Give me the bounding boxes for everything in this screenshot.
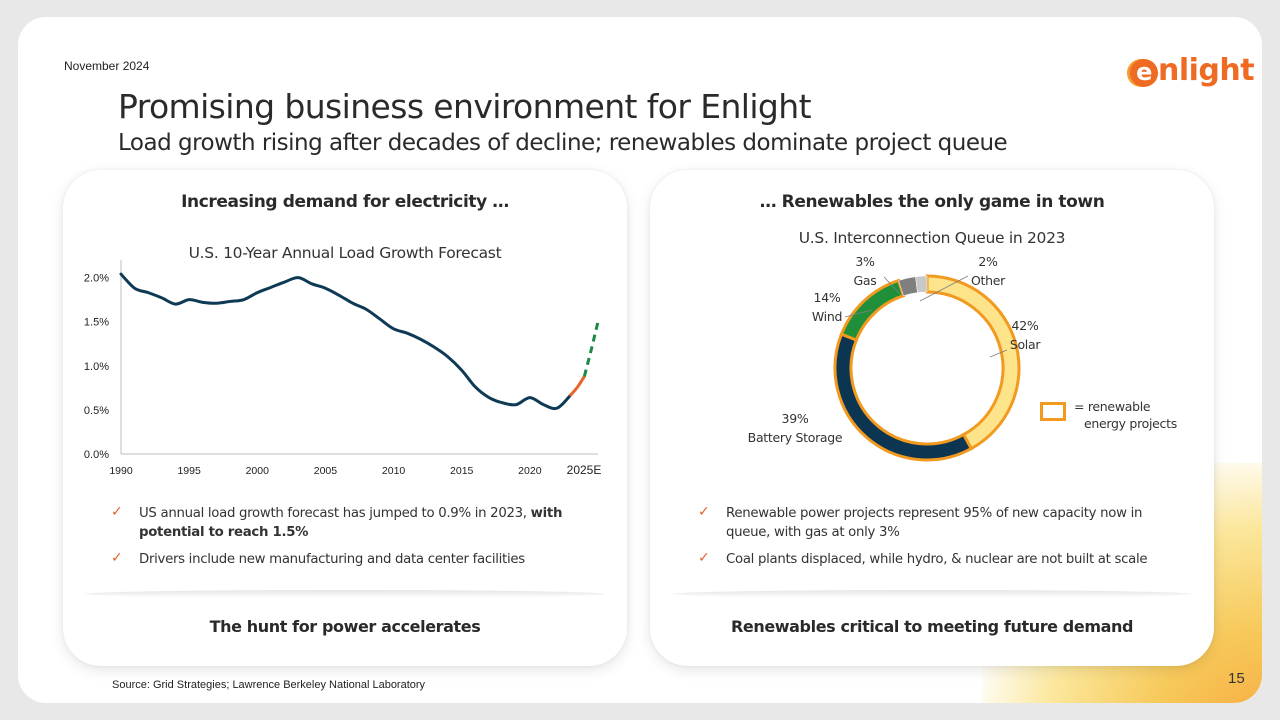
bullet-item: ✓ Coal plants displaced, while hydro, & … (696, 550, 1176, 569)
date-label: November 2024 (64, 59, 150, 73)
legend-line-2: energy projects (1084, 416, 1177, 431)
series-line-potential (582, 321, 600, 377)
renewable-outline-swatch (1040, 402, 1066, 421)
card-divider (672, 590, 1192, 598)
bullet-item: ✓ Drivers include new manufacturing and … (109, 550, 579, 569)
checkmark-icon: ✓ (111, 504, 123, 520)
donut-slice-other (915, 275, 928, 293)
x-tick-label: 2015 (450, 465, 474, 477)
bullet-item: ✓ Renewable power projects represent 95%… (696, 504, 1176, 542)
donut-pct-label: 14% (814, 290, 841, 305)
legend-line-1: = renewable (1074, 399, 1151, 414)
donut-category-label: Battery Storage (748, 430, 843, 445)
logo-text-rest: nlight (1158, 53, 1255, 88)
series-line-historical-forecast (119, 272, 573, 411)
series-line-2023-forecast-jump (569, 374, 586, 397)
x-tick-label: 2020 (518, 465, 542, 477)
donut-slice-battery-storage (833, 332, 974, 462)
y-tick-label: 0.0% (84, 449, 109, 461)
load-growth-line-chart: 0.0% 0.5% 1.0% 1.5% 2.0% 1990 1995 2000 2005 201… (84, 260, 602, 477)
card-footer-text: Renewables critical to meeting future de… (730, 617, 1134, 636)
right-bullet-list: ✓ Renewable power projects represent 95%… (696, 504, 1176, 577)
bullet-bold-text: with potential to reach 1.5% (139, 506, 563, 540)
bullet-item: ✓ US annual load growth forecast has jum… (109, 504, 579, 542)
line-chart-title: U.S. 10-Year Annual Load Growth Forecast (188, 244, 502, 262)
x-tick-label: 1995 (177, 465, 201, 477)
donut-category-label: Solar (1010, 337, 1042, 352)
x-tick-label: 2000 (246, 465, 270, 477)
bullet-text: Renewable power projects represent 95% o… (726, 506, 1143, 540)
card-divider (85, 590, 605, 598)
leader-line (919, 275, 969, 302)
donut-pct-label: 3% (855, 254, 875, 269)
bullet-text: US annual load growth forecast has jumpe… (139, 506, 531, 521)
donut-pct-label: 39% (782, 411, 809, 426)
donut-pct-label: 42% (1012, 318, 1039, 333)
checkmark-icon: ✓ (111, 550, 123, 566)
card-footer-text: The hunt for power accelerates (209, 617, 481, 636)
page-number: 15 (1228, 670, 1245, 687)
interconnection-queue-card: … Renewables the only game in town U.S. … (650, 170, 1214, 666)
source-note: Source: Grid Strategies; Lawrence Berkel… (112, 679, 426, 691)
y-tick-label: 1.0% (84, 361, 109, 373)
left-bullet-list: ✓ US annual load growth forecast has jum… (109, 504, 579, 577)
renewable-legend: = renewable energy projects (1040, 398, 1177, 432)
leader-line (989, 349, 1008, 358)
y-tick-label: 1.5% (84, 317, 109, 329)
page-subtitle: Load growth rising after decades of decl… (118, 130, 1008, 156)
x-tick-label: 2005 (314, 465, 338, 477)
x-tick-label: 1990 (109, 465, 133, 477)
donut-slice-wind (839, 278, 906, 342)
x-tick-label: 2010 (382, 465, 406, 477)
x-tick-label: 2025E (567, 463, 602, 477)
donut-category-label: Other (971, 273, 1006, 288)
enlight-logo: e nlight (1130, 53, 1255, 88)
y-tick-label: 2.0% (84, 273, 109, 285)
donut-slice-solar (925, 274, 1021, 451)
leader-line (883, 276, 901, 295)
checkmark-icon: ✓ (698, 504, 710, 520)
card-heading: Increasing demand for electricity … (181, 192, 509, 212)
bullet-text: Coal plants displaced, while hydro, & nu… (726, 552, 1148, 567)
load-growth-card: Increasing demand for electricity … U.S.… (63, 170, 627, 666)
card-heading: … Renewables the only game in town (759, 192, 1105, 212)
page-title: Promising business environment for Enlig… (118, 87, 812, 126)
bullet-text: Drivers include new manufacturing and da… (139, 552, 525, 567)
checkmark-icon: ✓ (698, 550, 710, 566)
donut-category-label: Gas (854, 273, 877, 288)
donut-chart-title: U.S. Interconnection Queue in 2023 (798, 229, 1066, 247)
interconnection-queue-donut-chart: 42% Solar 39% Battery Storage 14% Wind 3% Gas 2%… (748, 254, 1042, 462)
donut-pct-label: 2% (978, 254, 998, 269)
y-tick-label: 0.5% (84, 405, 109, 417)
logo-e-icon: e (1130, 59, 1158, 87)
leader-line (844, 309, 873, 318)
donut-category-label: Wind (812, 309, 842, 324)
